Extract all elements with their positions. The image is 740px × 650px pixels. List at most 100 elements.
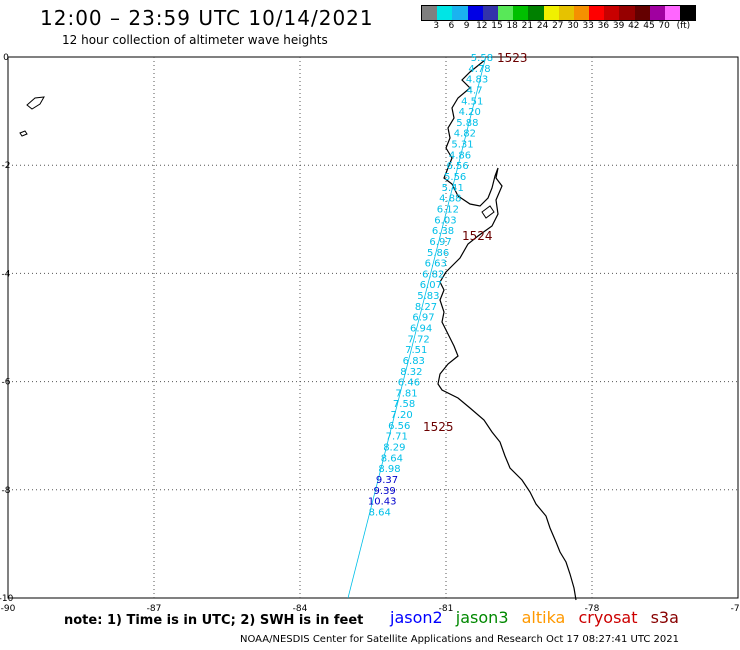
color-swatch (497, 6, 514, 20)
wave-height-value: 10.43 (368, 497, 397, 508)
color-swatch (604, 6, 620, 20)
wave-height-value: 6.63 (425, 259, 447, 270)
color-swatch (573, 6, 590, 20)
color-swatch (589, 6, 605, 20)
legend-jason3: jason3 (455, 608, 509, 627)
wave-height-value: 5.41 (442, 183, 464, 194)
pass-labels: 1523 1524 1525 (423, 51, 528, 434)
color-swatch (680, 6, 696, 20)
color-scale-label: 21 (521, 21, 534, 31)
color-swatch (649, 6, 665, 20)
wave-height-value: 5.86 (427, 248, 449, 259)
wave-height-value: 4.88 (439, 194, 461, 205)
wave-height-value: 6.82 (422, 269, 444, 280)
wave-height-value: 8.64 (381, 453, 403, 464)
color-scale-label: 3 (433, 21, 440, 31)
wave-height-value: 6.38 (432, 226, 454, 237)
color-swatch (558, 6, 574, 20)
wave-height-value: 8.32 (400, 367, 422, 378)
lat-tick-label: -8 (2, 486, 11, 496)
wave-height-value: 6.83 (403, 356, 425, 367)
wave-height-value: 6.46 (398, 378, 420, 389)
lat-tick-label: 0 (3, 53, 9, 63)
legend-cryosat: cryosat (578, 608, 638, 627)
wave-height-value: 7.72 (408, 334, 430, 345)
lon-tick-label: -84 (293, 604, 308, 614)
color-scale-label: 39 (612, 21, 625, 31)
coastline (19, 59, 577, 601)
color-swatch (543, 6, 559, 20)
wave-height-value: 7.51 (405, 345, 427, 356)
color-swatch (452, 6, 468, 20)
axis-labels: -90 -87 -84 -81 -78 -75 0 -2 -4 -6 -8 -10 (0, 53, 740, 614)
wave-height-value: 8.27 (415, 302, 437, 313)
lat-tick-label: -6 (2, 378, 11, 388)
legend-altika: altika (521, 608, 566, 627)
color-scale-label: 12 (476, 21, 488, 31)
wave-height-value: 7.71 (386, 432, 408, 443)
wave-height-value: 5.56 (444, 172, 466, 183)
color-scale-label: 15 (491, 21, 503, 31)
legend-s3a: s3a (650, 608, 679, 627)
color-scale-label: 24 (536, 21, 549, 31)
galapagos-island (26, 96, 45, 110)
footer-note: note: 1) Time is in UTC; 2) SWH is in fe… (64, 613, 364, 628)
pass-label-1523: 1523 (497, 51, 528, 65)
wave-height-value: 7.58 (393, 399, 415, 410)
color-scale-label: 27 (552, 21, 564, 31)
pass-label-1524: 1524 (462, 229, 493, 243)
lat-tick-label: -10 (0, 594, 14, 604)
color-swatch (665, 6, 681, 20)
color-scale-label: 36 (597, 21, 610, 31)
wave-height-value: 4.51 (461, 96, 483, 107)
wave-height-value: 4.82 (454, 129, 476, 140)
map-frame (7, 56, 739, 599)
color-swatch (467, 6, 483, 20)
wave-height-value: 6.97 (412, 313, 434, 324)
color-scale-label: 30 (567, 21, 579, 31)
wave-height-value: 4.20 (459, 107, 481, 118)
wave-height-value: 5.83 (417, 291, 439, 302)
lat-tick-label: -4 (2, 269, 11, 279)
lon-tick-label: -78 (585, 604, 600, 614)
wave-height-value: 6.94 (410, 324, 432, 335)
wave-height-value: 5.31 (451, 140, 473, 151)
wave-height-value: 5.88 (456, 118, 478, 129)
lon-tick-label: -90 (1, 604, 16, 614)
galapagos-islet (19, 130, 28, 137)
wave-height-value: 4.86 (449, 150, 471, 161)
color-scale-label: 33 (582, 21, 594, 31)
wave-height-value: 7.81 (395, 388, 417, 399)
wave-height-value: 9.37 (376, 475, 398, 486)
wave-height-value: 6.03 (434, 215, 456, 226)
color-swatch (482, 6, 498, 20)
color-swatch (422, 6, 438, 20)
color-scale-labels: 3 6 9 12 15 18 21 24 27 30 33 36 39 42 45 70 (ft) (421, 21, 740, 33)
map-grid (7, 56, 739, 599)
color-scale-label: 70 (658, 21, 670, 31)
page-title: 12:00 – 23:59 UTC 10/14/2021 (40, 6, 374, 30)
color-scale-label: 18 (506, 21, 518, 31)
coastline-path (437, 59, 577, 601)
color-scale-label: 9 (463, 21, 470, 31)
wave-height-value: 6.56 (388, 421, 410, 432)
color-swatch (528, 6, 544, 20)
gulf-island (481, 205, 495, 219)
track-line (347, 59, 486, 599)
wave-height-value: 6.56 (446, 161, 468, 172)
color-scale-label: 42 (628, 21, 640, 31)
wave-height-value: 8.64 (369, 507, 391, 518)
footer-credit: NOAA/NESDIS Center for Satellite Applica… (240, 634, 679, 645)
wave-height-value: 4.7 (467, 85, 483, 96)
color-scale-unit: (ft) (676, 21, 691, 31)
lon-tick-label: -75 (731, 604, 740, 614)
color-scale-label: 6 (448, 21, 455, 31)
wave-height-value: 4.78 (468, 64, 490, 75)
wave-height-value: 6.07 (420, 280, 442, 291)
page-subtitle: 12 hour collection of altimeter wave hei… (62, 33, 328, 47)
color-swatch (437, 6, 453, 20)
color-scale-bar (421, 5, 697, 21)
lon-tick-label: -87 (147, 604, 162, 614)
wave-height-value: 6.12 (437, 204, 459, 215)
